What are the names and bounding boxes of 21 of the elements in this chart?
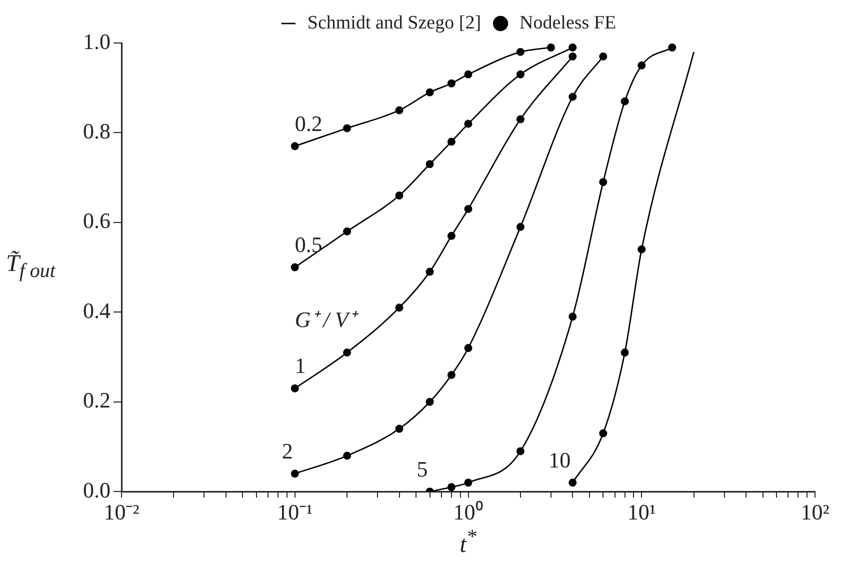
annotation: 1	[294, 353, 306, 378]
y-tick-label: 1.0	[83, 28, 110, 54]
legend-label: Nodeless FE	[520, 12, 616, 34]
x-tick-label: 10⁻²	[104, 500, 140, 525]
annotation: 10	[548, 447, 571, 472]
x-tick-label: 10²	[800, 500, 830, 525]
y-axis-title: T̃$_{f out}$	[6, 251, 56, 284]
annotation: 0.5	[294, 232, 322, 258]
annotation: 2	[282, 438, 293, 464]
y-tick-label: 0.4	[83, 298, 110, 323]
legend-label: Schmidt and Szego [2]	[307, 12, 482, 34]
x-tick-label: 10⁻¹	[277, 500, 313, 525]
x-axis-title: t$^{*}$	[460, 526, 476, 559]
y-tick-label: 0.8	[83, 118, 110, 144]
x-tick-label: 10¹	[627, 500, 656, 525]
y-tick-label: 0.0	[83, 477, 110, 502]
annotation: 0.2	[294, 110, 322, 136]
x-tick-label: 10⁰	[453, 500, 484, 525]
annotation: 5	[416, 456, 428, 482]
y-tick-label: 0.6	[83, 208, 110, 234]
y-tick-label: 0.2	[83, 388, 110, 413]
